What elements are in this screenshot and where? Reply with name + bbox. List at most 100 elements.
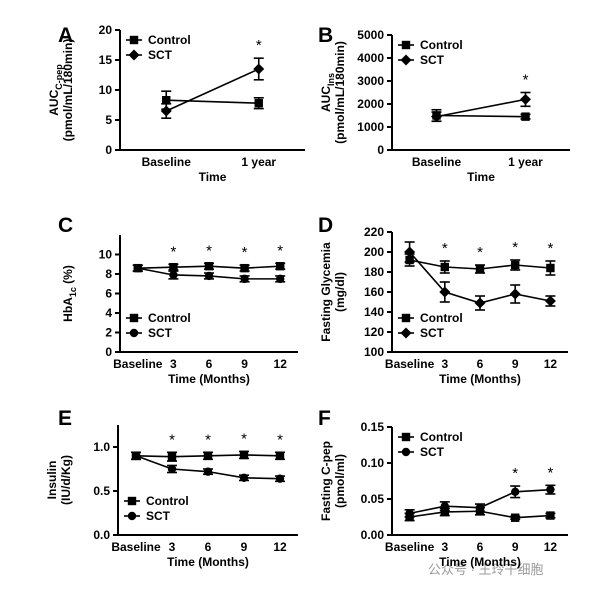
data-point xyxy=(509,288,521,300)
data-point xyxy=(520,93,531,105)
significance-star: * xyxy=(523,72,529,89)
y-tick-label: 0.00 xyxy=(361,528,385,542)
y-axis-title-part: Fasting C-pep xyxy=(319,441,333,521)
y-tick-label: 0 xyxy=(105,345,112,359)
data-point xyxy=(276,274,285,284)
data-point xyxy=(240,274,249,284)
legend-label: Control xyxy=(420,311,463,325)
y-axis-title-part: (pmol/ml) xyxy=(333,454,347,508)
significance-star: * xyxy=(477,244,483,261)
data-point xyxy=(546,485,555,494)
panel: E 0.0 0.5 1.0 Baseline 3 6 9 12 Time (Months) Insu… xyxy=(45,407,298,569)
data-point xyxy=(239,473,249,482)
y-axis-title-part: (mg/dl) xyxy=(333,272,347,312)
y-axis-title: Insulin xyxy=(45,461,59,500)
data-point xyxy=(167,464,177,474)
y-tick-label: 180 xyxy=(364,265,384,279)
legend-label: SCT xyxy=(148,48,173,62)
y-axis-title-part: Fasting Glycemia xyxy=(319,242,333,342)
data-point xyxy=(474,297,486,309)
y-axis-title: Fasting C-pep xyxy=(319,441,333,521)
legend-marker xyxy=(128,49,140,61)
x-axis-title: Time xyxy=(467,170,495,184)
x-tick-label: Baseline xyxy=(385,357,435,371)
x-tick-label: Baseline xyxy=(113,357,163,371)
data-point xyxy=(275,451,285,460)
y-axis-title-part: (%) xyxy=(61,265,75,287)
x-tick-label: 1 year xyxy=(508,155,543,169)
legend-label: Control xyxy=(148,33,191,47)
x-tick-label: 9 xyxy=(241,540,248,554)
x-tick-label: 12 xyxy=(274,357,288,371)
data-point xyxy=(404,246,416,258)
legend-marker xyxy=(400,54,412,66)
x-tick-label: Baseline xyxy=(142,155,192,169)
data-point xyxy=(521,112,530,121)
data-point xyxy=(475,264,485,274)
legend-label: Control xyxy=(146,494,189,508)
data-point xyxy=(546,263,555,273)
legend-marker xyxy=(400,327,412,339)
legend-marker xyxy=(129,328,139,338)
data-point xyxy=(131,451,141,460)
data-point xyxy=(169,262,178,272)
data-point xyxy=(546,511,555,520)
y-tick-label: 0.10 xyxy=(361,456,385,470)
data-point xyxy=(254,99,263,108)
y-axis-title: Fasting Glycemia xyxy=(319,242,333,342)
data-point xyxy=(203,451,213,460)
significance-star: * xyxy=(512,465,518,482)
series-line xyxy=(165,68,260,112)
x-tick-label: Baseline xyxy=(412,155,462,169)
data-point xyxy=(275,474,285,483)
data-point xyxy=(167,452,177,461)
panel: D 100 120 140 160 180 200 220 Baseline 3 6 9 12 Time … xyxy=(318,214,568,386)
data-point xyxy=(160,105,172,117)
x-tick-label: 3 xyxy=(169,540,176,554)
significance-star: * xyxy=(169,431,175,448)
legend-label: SCT xyxy=(420,326,445,340)
x-axis-title: Time (Months) xyxy=(168,372,250,386)
y-axis-title-part: Ins xyxy=(326,73,336,86)
y-axis-title: AUCIns xyxy=(319,73,336,112)
y-tick-label: 2 xyxy=(105,326,112,340)
significance-star: * xyxy=(205,431,211,448)
y-axis-title: (pmol/mL/180min) xyxy=(333,41,347,144)
series-line xyxy=(166,99,259,104)
y-tick-label: 20 xyxy=(99,23,113,37)
legend-marker xyxy=(401,40,411,50)
legend-label: Control xyxy=(420,430,463,444)
y-tick-label: 0.0 xyxy=(93,528,110,542)
x-tick-label: 9 xyxy=(512,540,519,554)
significance-star: * xyxy=(241,430,247,447)
significance-star: * xyxy=(547,240,553,257)
x-tick-label: 3 xyxy=(441,540,448,554)
data-point xyxy=(240,263,249,273)
data-point xyxy=(544,295,556,307)
y-axis-title-part: AUC xyxy=(47,89,61,115)
data-point xyxy=(162,96,171,105)
panel-letter: B xyxy=(318,24,333,47)
y-tick-label: 0 xyxy=(105,143,112,157)
y-tick-label: 220 xyxy=(364,225,384,239)
panel: F 0.00 0.05 0.10 0.15 Baseline 3 6 9 12 Time (Mont… xyxy=(318,407,568,569)
significance-star: * xyxy=(256,37,262,54)
significance-star: * xyxy=(242,244,248,261)
data-point xyxy=(439,286,451,298)
data-point xyxy=(440,502,449,511)
panel-letter: F xyxy=(318,407,331,430)
x-tick-label: 6 xyxy=(205,540,212,554)
significance-star: * xyxy=(277,242,283,259)
data-point xyxy=(239,450,249,460)
y-axis-title-part: C-pep xyxy=(54,64,64,90)
legend-marker xyxy=(401,313,411,323)
y-tick-label: 5000 xyxy=(357,28,384,42)
legend-label: SCT xyxy=(420,53,445,67)
x-tick-label: 6 xyxy=(477,540,484,554)
y-axis-title-part: HbA xyxy=(61,297,75,322)
y-axis-title-part: (pmol/mL/180min) xyxy=(333,41,347,144)
y-axis-title: AUCC-pep xyxy=(47,64,64,116)
panel-letter: E xyxy=(58,407,72,430)
legend-marker xyxy=(129,35,139,45)
